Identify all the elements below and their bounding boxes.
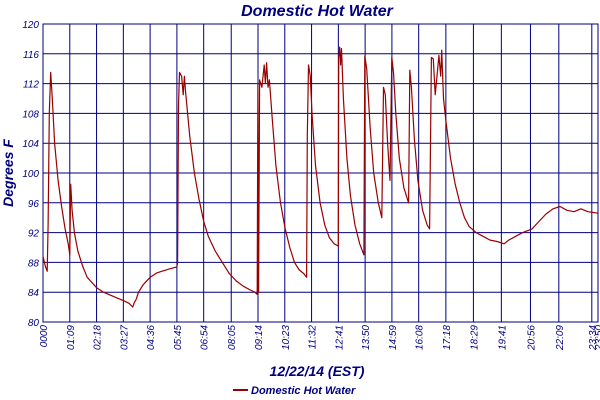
y-tick-labels: 80 84 88 92 96 100 104 108 112 116 120: [22, 20, 39, 329]
x-tick-label: 05:45: [173, 325, 184, 350]
x-tick-label: 11:32: [308, 325, 319, 350]
y-axis-title: Degrees F: [0, 139, 16, 207]
x-tick-label: 18:29: [469, 325, 480, 350]
x-tick-label: 20:56: [526, 325, 537, 351]
grid-lines: [42, 23, 599, 323]
x-tick-label: 10:23: [281, 325, 292, 350]
y-tick-label: 80: [28, 318, 40, 329]
x-tick-label: 12:41: [334, 325, 345, 350]
x-tick-label: 23:50: [594, 325, 600, 351]
x-tick-label: 02:18: [93, 325, 104, 350]
x-tick-label: 13:50: [361, 325, 372, 350]
x-axis-title: 12/22/14 (EST): [270, 363, 365, 379]
series-line-domestic-hot-water: [42, 46, 598, 308]
y-tick-label: 108: [22, 109, 39, 120]
x-tick-label: 09:14: [254, 325, 265, 350]
x-tick-label: 22:09: [555, 325, 566, 351]
x-tick-label: 17:18: [442, 325, 453, 350]
chart-title: Domestic Hot Water: [241, 3, 394, 20]
x-tick-label: 03:27: [119, 325, 130, 350]
y-tick-label: 120: [22, 20, 39, 31]
x-tick-label: 0000: [39, 325, 50, 348]
x-tick-label: 06:54: [200, 325, 211, 350]
y-tick-label: 88: [28, 258, 40, 269]
x-tick-label: 19:41: [497, 325, 508, 350]
y-tick-label: 84: [28, 288, 40, 299]
x-tick-labels: 0000 01:09 02:18 03:27 04:36 05:45 06:54 08:05 0…: [39, 325, 600, 351]
x-tick-label: 08:05: [227, 325, 238, 350]
x-tick-label: 04:36: [146, 325, 157, 350]
x-tick-label: 14:59: [388, 325, 399, 350]
series-lines: [42, 46, 598, 308]
x-tick-label: 01:09: [66, 325, 77, 350]
y-tick-label: 104: [22, 139, 39, 150]
y-tick-label: 116: [23, 50, 39, 61]
y-tick-label: 100: [22, 169, 39, 180]
y-tick-label: 112: [23, 80, 39, 91]
y-tick-label: 92: [28, 229, 40, 240]
y-tick-label: 96: [28, 199, 40, 210]
x-tick-label: 16:08: [415, 325, 426, 350]
legend-label: Domestic Hot Water: [251, 385, 356, 397]
x-tick-label: 23:34: [588, 325, 599, 351]
